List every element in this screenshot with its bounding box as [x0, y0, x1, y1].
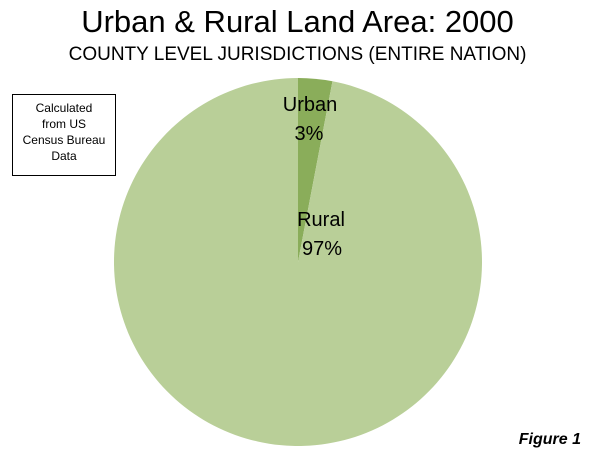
source-note-line: from US — [41, 117, 86, 131]
slice-value-urban: 3% — [295, 123, 324, 145]
source-note-line: Calculated — [35, 101, 93, 115]
chart-title: Urban & Rural Land Area: 2000 — [81, 4, 514, 39]
pie-slice-urban — [298, 78, 333, 262]
source-note-line: Census Bureau — [22, 133, 106, 147]
pie-slice-rural — [113, 78, 482, 447]
source-note-line: Data — [51, 149, 77, 163]
slice-value-rural: 97% — [302, 238, 342, 260]
source-note-box: Calculated from US Census Bureau Data — [12, 94, 116, 176]
slice-label-urban: Urban — [283, 94, 337, 116]
slice-label-rural: Rural — [297, 209, 345, 231]
chart-subtitle: COUNTY LEVEL JURISDICTIONS (ENTIRE NATIO… — [68, 44, 527, 65]
figure-label: Figure 1 — [518, 431, 581, 448]
